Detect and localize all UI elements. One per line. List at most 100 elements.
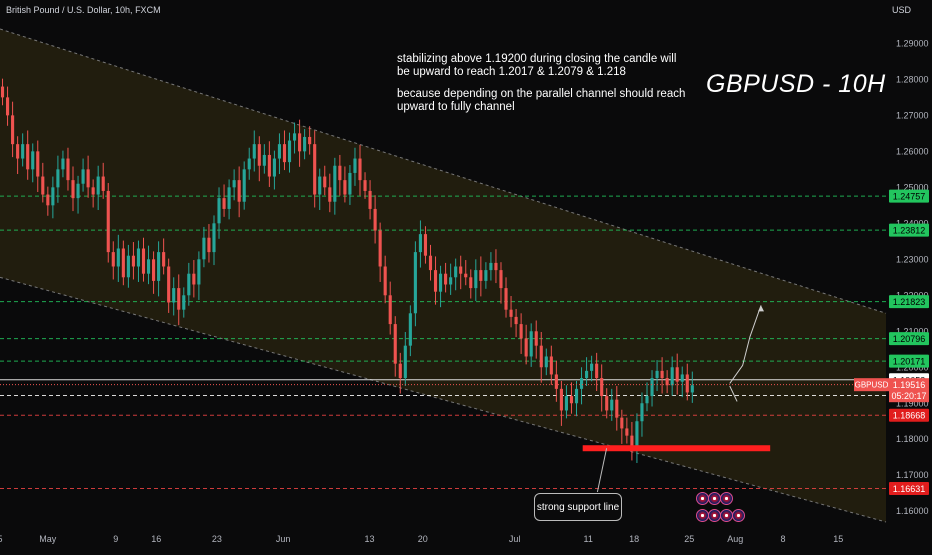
candle-body — [544, 356, 548, 368]
y-tick-label: 1.24000 — [896, 218, 929, 228]
candle-body — [16, 144, 20, 159]
candle-body — [368, 190, 372, 209]
candle-body — [338, 165, 342, 181]
candle-body — [257, 144, 261, 166]
candle-body — [534, 331, 538, 346]
candle-body — [439, 273, 443, 292]
candle-body — [131, 255, 135, 267]
candle-body — [141, 248, 146, 274]
us-flag-icon[interactable] — [732, 509, 745, 522]
candle-body — [36, 151, 40, 177]
candle-body — [267, 154, 271, 177]
arrow-head-icon — [758, 305, 765, 312]
candle-body — [595, 363, 599, 379]
candle-body — [262, 154, 266, 166]
current-price-value: 1.19516 — [893, 380, 926, 390]
note-line-4: upward to fully channel — [397, 101, 515, 113]
candle-body — [444, 273, 448, 285]
candle-body — [449, 277, 453, 285]
x-tick-label: Aug — [727, 534, 743, 544]
candle-body — [56, 169, 60, 188]
candle-body — [46, 194, 50, 206]
candle-body — [579, 378, 584, 389]
candle-body — [433, 270, 438, 292]
candle-body — [454, 266, 458, 278]
candle-body — [287, 140, 292, 163]
level-badge-bg — [889, 189, 929, 203]
candle-body — [323, 176, 327, 188]
candle-body — [670, 367, 674, 386]
candle-body — [665, 378, 669, 386]
candle-body — [61, 158, 65, 170]
candle-body — [51, 187, 55, 206]
candle-body — [333, 165, 337, 202]
candle-body — [524, 338, 528, 357]
candle-body — [554, 374, 558, 389]
candle-body — [152, 259, 156, 281]
candle-body — [353, 158, 357, 173]
candle-body — [529, 331, 533, 357]
candle-body — [585, 370, 589, 379]
candle-body — [308, 136, 312, 145]
y-tick-label: 1.26000 — [896, 146, 929, 156]
candle-body — [41, 176, 45, 195]
candle-body — [126, 255, 130, 278]
candle-body — [363, 180, 367, 191]
x-tick-label: 13 — [364, 534, 374, 544]
note-line-2: be upward to reach 1.2017 & 1.2079 & 1.2… — [397, 66, 626, 78]
candle-body — [207, 237, 211, 253]
candle-body — [0, 86, 5, 98]
candle-body — [303, 136, 307, 152]
symbol-tag: GBPUSD — [855, 381, 889, 390]
y-tick-label: 1.17000 — [896, 470, 929, 480]
candle-body — [187, 273, 191, 296]
candle-body — [222, 198, 226, 209]
candle-body — [660, 370, 664, 379]
candle-body — [252, 144, 256, 159]
candle-body — [680, 374, 684, 382]
support-callout[interactable]: strong support line — [534, 493, 622, 521]
candle-body — [91, 187, 95, 195]
candle-body — [348, 172, 352, 195]
level-badge-bg — [889, 332, 929, 346]
x-tick-label: 25 — [684, 534, 694, 544]
x-tick-label: 18 — [629, 534, 639, 544]
candle-body — [177, 288, 181, 310]
candle-body — [574, 388, 579, 404]
y-tick-label: 1.18000 — [896, 434, 929, 444]
candle-body — [645, 396, 649, 404]
candle-body — [96, 176, 100, 195]
economic-events-flags[interactable] — [696, 492, 748, 524]
candle-body — [378, 230, 382, 267]
candle-body — [26, 144, 30, 170]
channel-upper-line — [0, 28, 887, 314]
candle-body — [227, 187, 231, 209]
candle-body — [197, 259, 201, 285]
candle-body — [192, 273, 196, 285]
candle-body — [650, 378, 654, 397]
candle-body — [318, 176, 322, 195]
y-tick-label: 1.16000 — [896, 506, 929, 516]
candle-body — [383, 266, 387, 296]
candle-body — [202, 237, 206, 260]
candle-body — [328, 187, 332, 202]
candle-body — [675, 367, 679, 382]
candle-body — [373, 208, 377, 231]
candle-body — [474, 270, 478, 289]
candle-body — [640, 403, 644, 422]
candle-body — [71, 180, 75, 199]
candle-body — [393, 324, 397, 364]
candle-body — [413, 252, 417, 314]
level-badge: 1.18668 — [893, 411, 926, 421]
candle-body — [635, 421, 639, 451]
x-tick-label: 11 — [584, 534, 593, 544]
candle-body — [106, 190, 110, 253]
candle-body — [489, 262, 493, 271]
candle-body — [605, 396, 609, 411]
uk-flag-icon[interactable] — [720, 492, 733, 505]
current-price-badge-bg — [889, 378, 929, 403]
candle-body — [620, 417, 624, 429]
level-badge: 1.20171 — [893, 357, 926, 367]
